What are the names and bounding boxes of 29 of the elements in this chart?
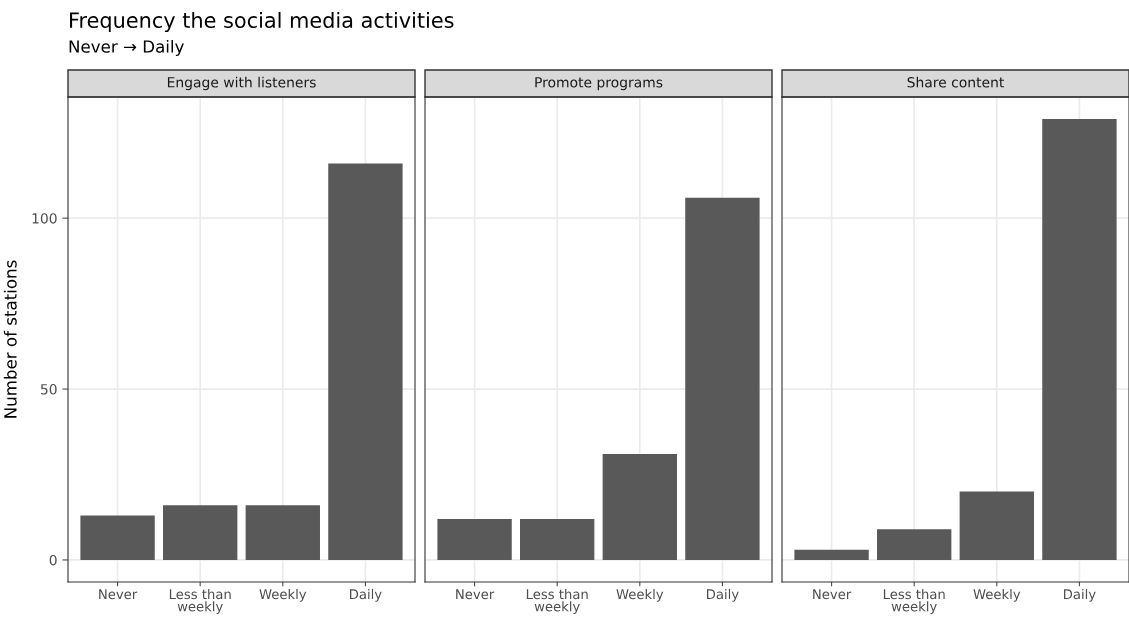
bar — [328, 163, 403, 560]
x-tick-label: Daily — [350, 588, 382, 602]
bar — [80, 515, 155, 560]
bar — [163, 505, 238, 560]
text: Engage with listeners — [167, 76, 316, 91]
chart-subtitle: Never → Daily — [69, 39, 184, 57]
x-tick-label: Weekly — [973, 588, 1021, 602]
chart-title: Frequency the social media activities — [70, 11, 454, 33]
x-tick-label: Never — [813, 589, 852, 600]
y-tick-label: 0 — [49, 554, 57, 566]
x-tick-label: Weekly — [616, 588, 664, 602]
bar — [877, 529, 952, 560]
y-axis-title: Number of stations — [3, 260, 17, 418]
y-tick-label: 50 — [40, 384, 57, 395]
x-tick-label: Less than weekly — [883, 588, 945, 614]
text: Promote programs — [535, 77, 663, 91]
bar — [959, 491, 1034, 560]
bar — [245, 505, 320, 560]
y-tick-label: 100 — [32, 213, 57, 224]
bar — [794, 549, 869, 560]
bar — [1042, 119, 1117, 560]
x-tick-label: Daily — [707, 588, 739, 602]
x-tick-label: Daily — [1064, 588, 1096, 602]
x-tick-label: Less than weekly — [169, 588, 231, 614]
x-tick-label: Never — [99, 589, 138, 600]
x-tick-label: Less than weekly — [526, 588, 588, 614]
x-tick-label: Weekly — [259, 588, 307, 602]
text: Share content — [907, 76, 1004, 88]
x-tick-label: Never — [456, 589, 495, 600]
